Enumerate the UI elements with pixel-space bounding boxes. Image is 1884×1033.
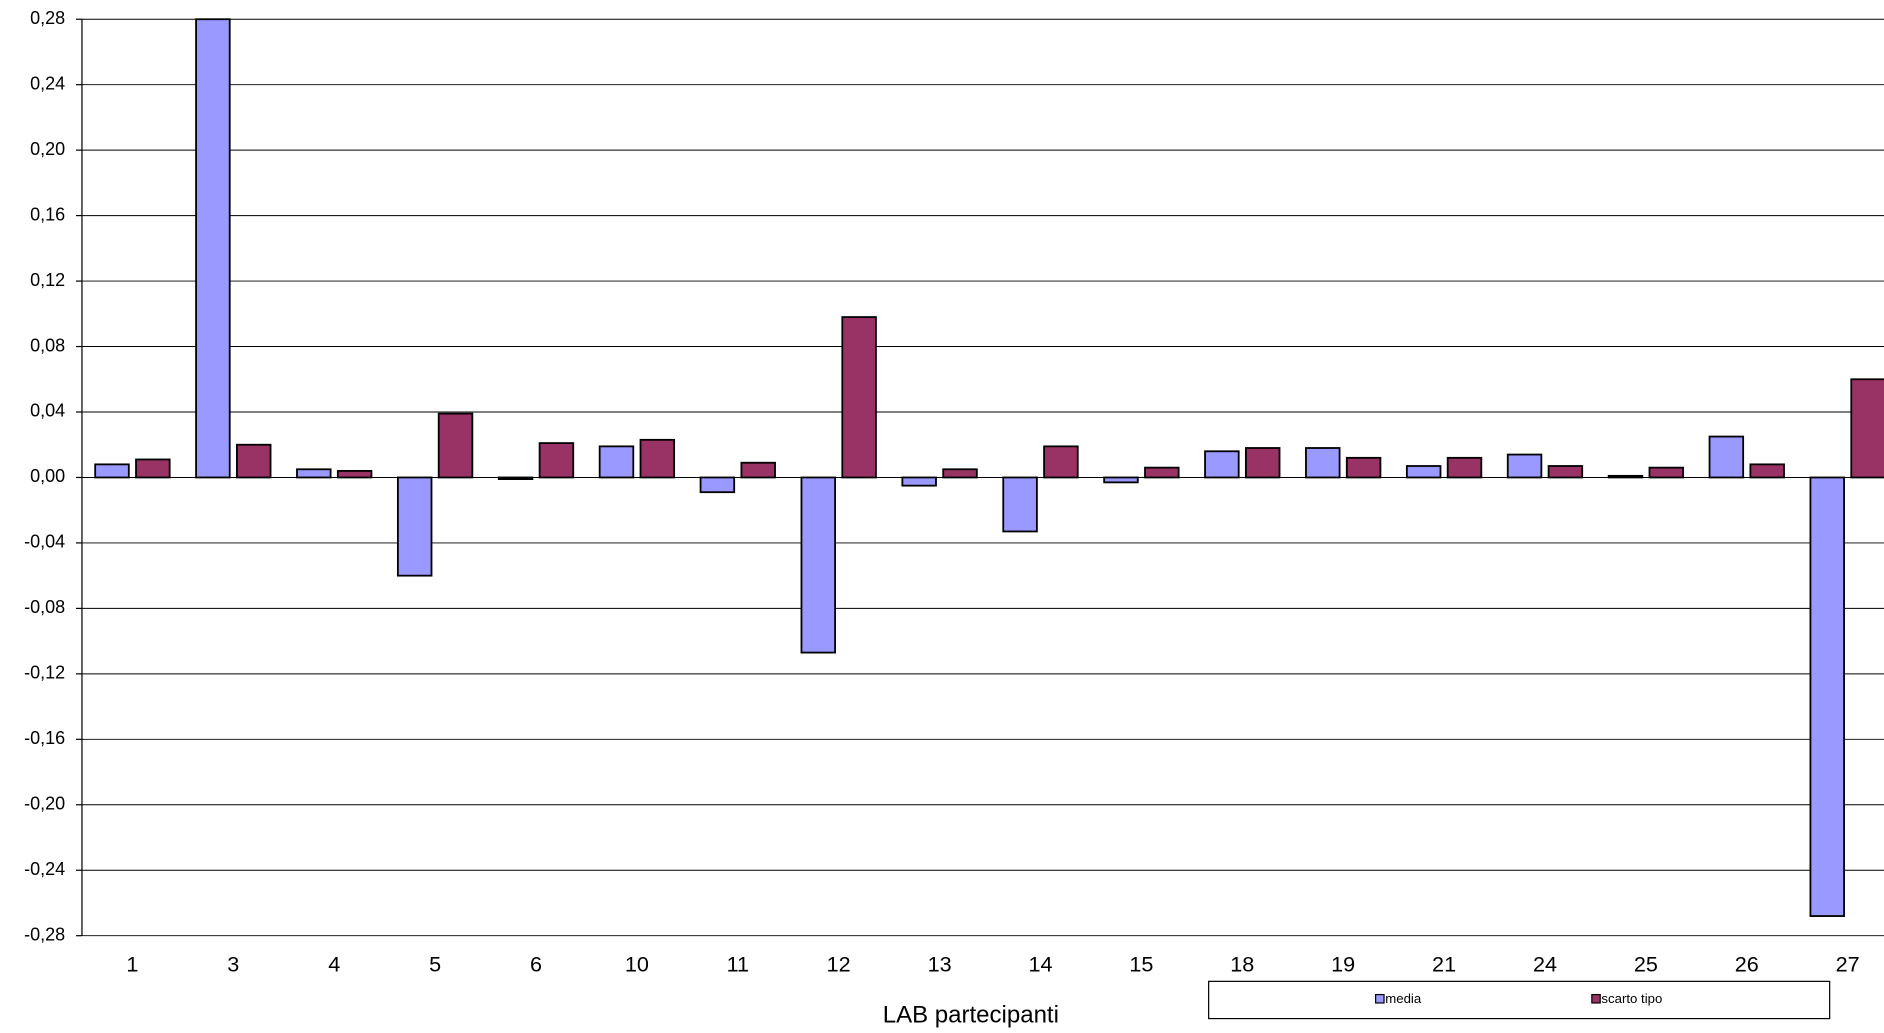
y-tick-label: -0,08 (24, 597, 65, 617)
bar (1850, 378, 1884, 479)
y-tick-label: 0,08 (30, 335, 65, 355)
bar (396, 476, 433, 577)
bar (1446, 456, 1483, 479)
bar (135, 458, 171, 479)
bar (1749, 463, 1785, 479)
bar (1547, 465, 1584, 479)
bar (1002, 476, 1038, 533)
bar (1043, 445, 1079, 479)
x-tick-label: 25 (1634, 951, 1658, 976)
y-tick-label: 0,00 (30, 466, 65, 486)
bar (1244, 447, 1281, 479)
x-tick-label: 4 (328, 951, 340, 976)
bar (740, 461, 776, 479)
x-tick-label: 6 (530, 951, 542, 976)
bar (1305, 447, 1341, 479)
y-tick-label: 0,20 (30, 139, 65, 159)
y-tick-label: 0,04 (30, 401, 65, 421)
x-tick-label: 19 (1331, 951, 1355, 976)
y-tick-label: 0,24 (30, 73, 65, 93)
x-tick-label: 10 (625, 951, 649, 976)
y-tick-label: 0,12 (30, 270, 65, 290)
x-tick-label: 18 (1230, 951, 1254, 976)
bar (901, 476, 937, 487)
bar (94, 463, 130, 479)
bar (841, 316, 877, 479)
bar (1648, 466, 1685, 479)
bar (699, 476, 736, 494)
bar (195, 18, 231, 479)
y-tick-label: -0,12 (24, 663, 65, 683)
x-tick-label: 5 (429, 951, 441, 976)
bar (1103, 476, 1139, 484)
y-tick-label: -0,16 (24, 728, 65, 748)
y-tick-label: 0,16 (30, 204, 65, 224)
legend-swatch (1375, 993, 1385, 1004)
x-tick-label: 27 (1836, 951, 1860, 976)
y-tick-label: -0,20 (24, 794, 65, 814)
x-tick-label: 1 (126, 951, 138, 976)
x-tick-label: 3 (227, 951, 239, 976)
bar (336, 470, 373, 479)
x-tick-label: 14 (1028, 951, 1052, 976)
x-tick-label: 12 (827, 951, 851, 976)
bar (1144, 466, 1180, 479)
x-tick-label: 11 (727, 951, 749, 976)
bar (437, 412, 474, 479)
x-tick-label: 21 (1432, 951, 1456, 976)
bar (800, 476, 836, 654)
bar (1809, 476, 1845, 917)
x-tick-label: 15 (1129, 951, 1153, 976)
x-tick-label: 13 (928, 951, 952, 976)
y-tick-label: 0,28 (30, 8, 65, 28)
bar (1204, 450, 1240, 479)
bar (942, 468, 978, 479)
legend-box (1208, 980, 1831, 1020)
bar (296, 468, 332, 479)
x-tick-label: 24 (1533, 951, 1557, 976)
legend-label: media (1385, 991, 1422, 1006)
x-tick-label: 26 (1735, 951, 1759, 976)
bar (236, 443, 272, 479)
legend-swatch (1591, 993, 1601, 1004)
x-axis-title: LAB partecipanti (883, 1002, 1059, 1029)
bar (497, 476, 534, 480)
bar (639, 438, 676, 479)
y-tick-label: -0,04 (24, 532, 65, 552)
bar (1506, 453, 1543, 479)
y-tick-label: -0,24 (24, 859, 65, 879)
bar (538, 442, 575, 479)
bar (1405, 465, 1442, 479)
y-tick-label: -0,28 (24, 924, 65, 944)
bar (1345, 456, 1382, 479)
bar (598, 445, 635, 479)
bar (1607, 474, 1644, 479)
bar (1708, 435, 1745, 479)
legend-label: scarto tipo (1601, 991, 1662, 1006)
